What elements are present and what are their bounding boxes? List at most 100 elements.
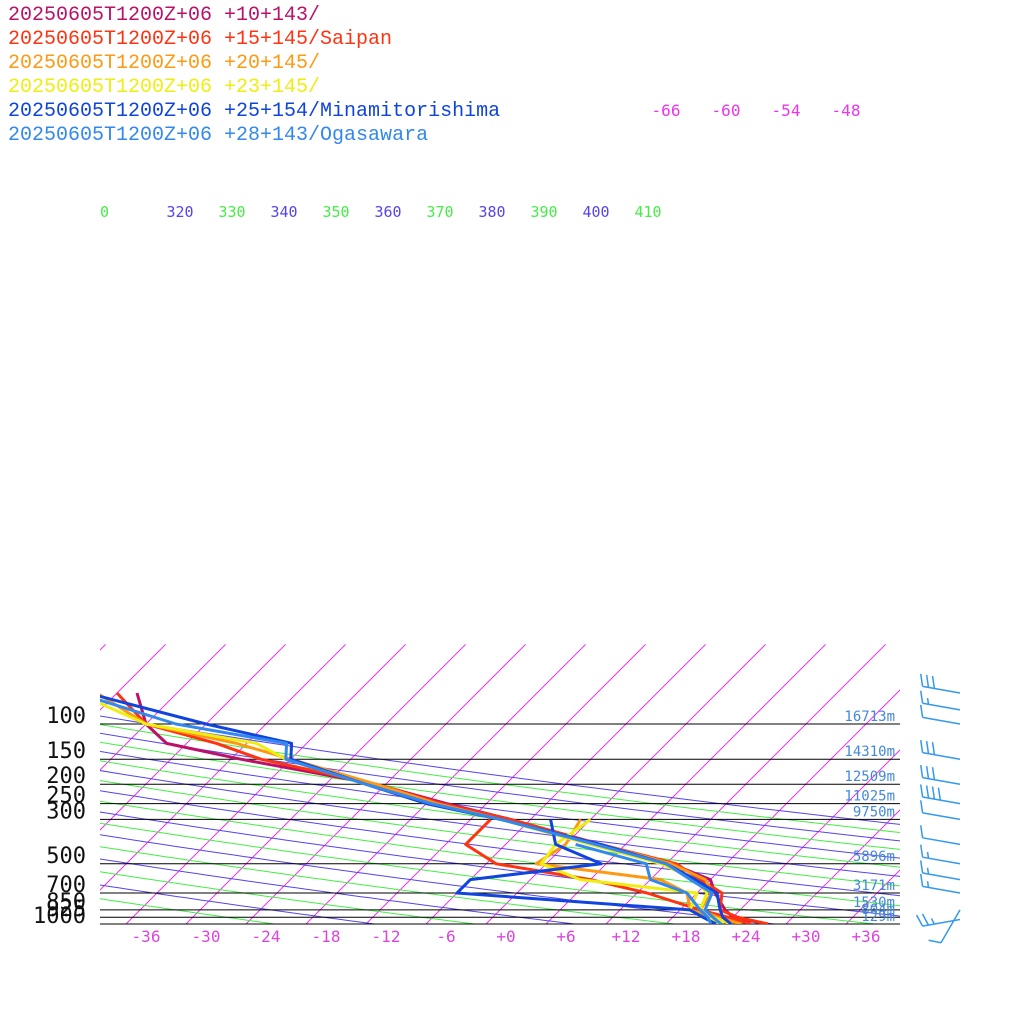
- x-tick-label: +6: [556, 927, 575, 946]
- barb-half-flag: [926, 851, 930, 859]
- theta-line: [100, 846, 675, 924]
- barb-flag: [919, 764, 924, 778]
- barb-flag: [919, 673, 924, 687]
- barb-staff: [922, 702, 961, 711]
- barb-flag: [919, 784, 924, 798]
- theta-label: 370: [426, 203, 453, 221]
- pressure-label: 1000: [33, 904, 86, 929]
- theta-line: [100, 780, 900, 887]
- barb-flag: [931, 742, 936, 755]
- wind-barb: [919, 860, 961, 881]
- isotherm-label: -66: [652, 101, 681, 120]
- barb-staff: [922, 685, 961, 694]
- barb-staff: [922, 751, 961, 760]
- x-tick-label: +30: [792, 927, 821, 946]
- wind-barb: [919, 784, 961, 805]
- wind-barb: [919, 825, 961, 846]
- height-label: 12509m: [844, 769, 895, 785]
- barb-flag: [925, 674, 930, 688]
- wind-barb: [928, 909, 961, 944]
- theta-line: [100, 724, 900, 834]
- isotherm-line: [100, 644, 226, 771]
- height-label: 5896m: [853, 849, 895, 865]
- pressure-label: 500: [46, 844, 86, 869]
- barb-flag: [931, 767, 936, 780]
- x-tick-label: -36: [132, 927, 161, 946]
- wind-barb: [919, 844, 961, 865]
- barb-flag: [919, 690, 924, 704]
- isotherm-label: -54: [772, 101, 801, 120]
- theta-label: 400: [582, 203, 609, 221]
- barb-flag: [928, 939, 942, 944]
- barb-staff: [922, 812, 961, 821]
- theta-label: 330: [218, 203, 245, 221]
- x-tick-label: -12: [372, 927, 401, 946]
- wind-barb: [919, 873, 961, 894]
- barb-flag: [931, 786, 936, 800]
- theta-label: 340: [270, 203, 297, 221]
- wind-barbs: [915, 673, 961, 944]
- barb-flag: [919, 704, 924, 718]
- legend-item-2: 20250605T1200Z+06 +15+145/Saipan: [8, 28, 393, 51]
- theta-label: 0: [100, 203, 109, 221]
- barb-flag: [937, 787, 942, 801]
- theta-line: [100, 760, 900, 868]
- sounding-profiles: [100, 691, 769, 924]
- x-tick-label: +18: [672, 927, 701, 946]
- barb-flag: [925, 741, 930, 754]
- barb-flag: [915, 914, 924, 927]
- theta-label: 390: [530, 203, 557, 221]
- legend: 20250605T1200Z+06 +10+143/ 20250605T1200…: [8, 4, 500, 148]
- x-tick-label: -18: [312, 927, 341, 946]
- theta-line: [100, 732, 900, 842]
- theta-label: 320: [166, 203, 193, 221]
- x-tick-label: +36: [852, 927, 881, 946]
- isotherm-label: -60: [712, 101, 741, 120]
- barb-staff: [922, 872, 961, 881]
- barb-staff: [922, 837, 961, 846]
- barb-staff: [922, 716, 961, 725]
- legend-item-1: 20250605T1200Z+06 +10+143/: [8, 4, 321, 27]
- pressure-label: 150: [46, 739, 86, 764]
- x-tick-label: +0: [496, 927, 515, 946]
- barb-half-flag: [926, 697, 930, 705]
- theta-line: [100, 741, 900, 850]
- barb-flag: [931, 675, 936, 689]
- wind-barb: [919, 739, 961, 760]
- legend-item-4: 20250605T1200Z+06 +23+145/: [8, 76, 321, 99]
- theta-label: 380: [478, 203, 505, 221]
- theta-line: [100, 770, 900, 877]
- height-label: 16713m: [844, 709, 895, 725]
- x-tick-label: -6: [436, 927, 455, 946]
- theta-label: 350: [322, 203, 349, 221]
- height-label: 3171m: [853, 878, 895, 894]
- pressure-label: 925: [46, 897, 86, 922]
- legend-item-5: 20250605T1200Z+06 +25+154/Minamitorishim…: [8, 100, 501, 123]
- isotherm-line: [100, 644, 166, 711]
- barb-staff: [922, 885, 961, 894]
- isotherm-line: [785, 809, 900, 924]
- x-tick-label: -24: [252, 927, 281, 946]
- isotherm-label: -48: [832, 101, 861, 120]
- x-tick-label: +12: [612, 927, 641, 946]
- barb-half-flag: [930, 918, 936, 925]
- legend-item-6: 20250605T1200Z+06 +28+143/Ogasawara: [8, 124, 429, 147]
- barb-staff: [940, 909, 961, 944]
- barb-flag: [919, 800, 924, 813]
- pressure-label: 200: [46, 764, 86, 789]
- wind-barb: [919, 690, 961, 711]
- pressure-label: 700: [46, 873, 86, 898]
- wind-barb: [919, 764, 961, 785]
- height-label: 11025m: [844, 789, 895, 805]
- height-label: 14310m: [844, 744, 895, 760]
- wind-barb: [919, 800, 961, 821]
- isotherm-line: [0, 644, 46, 924]
- x-tick-label: -30: [192, 927, 221, 946]
- barb-flag: [925, 766, 930, 779]
- theta-line: [100, 715, 900, 825]
- barb-flag: [925, 785, 930, 799]
- height-label: 9750m: [853, 804, 895, 820]
- pressure-label: 300: [46, 799, 86, 824]
